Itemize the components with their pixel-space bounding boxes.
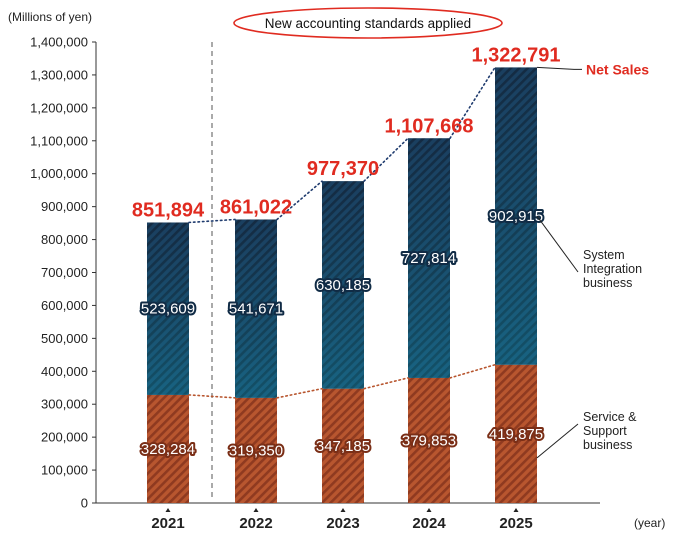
y-unit-label: (Millions of yen) [8,10,92,24]
y-tick-label: 900,000 [41,199,88,214]
y-tick-label: 0 [81,496,88,511]
system-integration-leader-line [536,215,579,273]
bars [147,67,537,503]
trend-lines [188,66,496,399]
x-category-label: 2024 [412,515,446,532]
y-tick-label: 1,400,000 [30,35,88,50]
annotation-text: New accounting standards applied [265,16,471,31]
x-category-label: 2021 [151,515,184,532]
y-tick-label: 800,000 [41,232,88,247]
x-category-labels: 2021 2022 2023 2024 2025 [151,508,533,532]
y-tick-label: 700,000 [41,265,88,280]
bar-service-support [495,364,537,503]
net-sales-total-label: 851,894 [132,199,205,221]
bar-system-integration-shade [235,219,277,398]
x-category-label: 2023 [326,515,359,532]
system-integration-value-label: 727,814 [402,250,456,267]
x-category-label: 2025 [499,515,532,532]
service-support-value-label: 419,875 [489,426,543,443]
y-tick-label: 1,300,000 [30,67,88,82]
y-tick-label: 600,000 [41,298,88,313]
net-sales-total-label: 1,322,791 [472,44,561,66]
service-support-legend-label: business [583,438,632,452]
net-sales-total-label: 977,370 [307,158,379,180]
y-tick-label: 200,000 [41,430,88,445]
bar-system-integration-shade [147,222,189,395]
y-tick-label: 1,200,000 [30,100,88,115]
bar-service-support [235,397,277,503]
legend: Net SalesSystemIntegrationbusinessServic… [536,61,649,459]
service-support-value-label: 328,284 [141,441,195,458]
bar-service-support [408,377,450,503]
y-tick-labels: 0 100,000 200,000 300,000 400,000 500,000 600,… [30,35,96,511]
y-tick-label: 500,000 [41,331,88,346]
x-tick-marker [513,508,519,512]
system-integration-legend-label: Integration [583,262,642,276]
service-support-legend-label: Service & [583,410,637,424]
net-sales-leader-line [536,66,582,70]
x-category-label: 2022 [239,515,272,532]
service-support-value-label: 379,853 [402,432,456,449]
service-support-trend-line [188,363,496,399]
bar-service-support [147,394,189,503]
x-tick-marker [340,508,346,512]
annotation-ellipse [233,7,503,39]
system-integration-legend-label: System [583,248,625,262]
y-tick-label: 400,000 [41,364,88,379]
net-sales-trend-line [188,66,496,224]
net-sales-legend-label: Net Sales [586,61,649,77]
y-tick-label: 100,000 [41,463,88,478]
service-support-leader-line [536,423,579,459]
data-labels: 328,284 523,609 851,894 319,350 541,671 861,0… [132,44,561,461]
bar-system-integration-shade [495,67,537,365]
y-tick-label: 1,100,000 [30,133,88,148]
service-support-value-label: 319,350 [229,442,283,459]
y-tick-label: 300,000 [41,397,88,412]
bar-system-integration-shade [408,138,450,378]
x-unit-label: (year) [634,516,665,530]
system-integration-value-label: 902,915 [489,208,543,225]
x-tick-marker [253,508,259,512]
net-sales-total-label: 861,022 [220,196,292,218]
service-support-legend-label: Support [583,424,627,438]
y-tick-label: 1,000,000 [30,166,88,181]
net-sales-total-label: 1,107,668 [385,115,474,137]
service-support-value-label: 347,185 [316,438,370,455]
x-tick-marker [165,508,171,512]
x-tick-marker [426,508,432,512]
system-integration-value-label: 523,609 [141,301,195,318]
system-integration-legend-label: business [583,276,632,290]
system-integration-value-label: 630,185 [316,277,370,294]
bar-service-support [322,388,364,503]
system-integration-value-label: 541,671 [229,301,283,318]
bar-system-integration-shade [322,181,364,389]
